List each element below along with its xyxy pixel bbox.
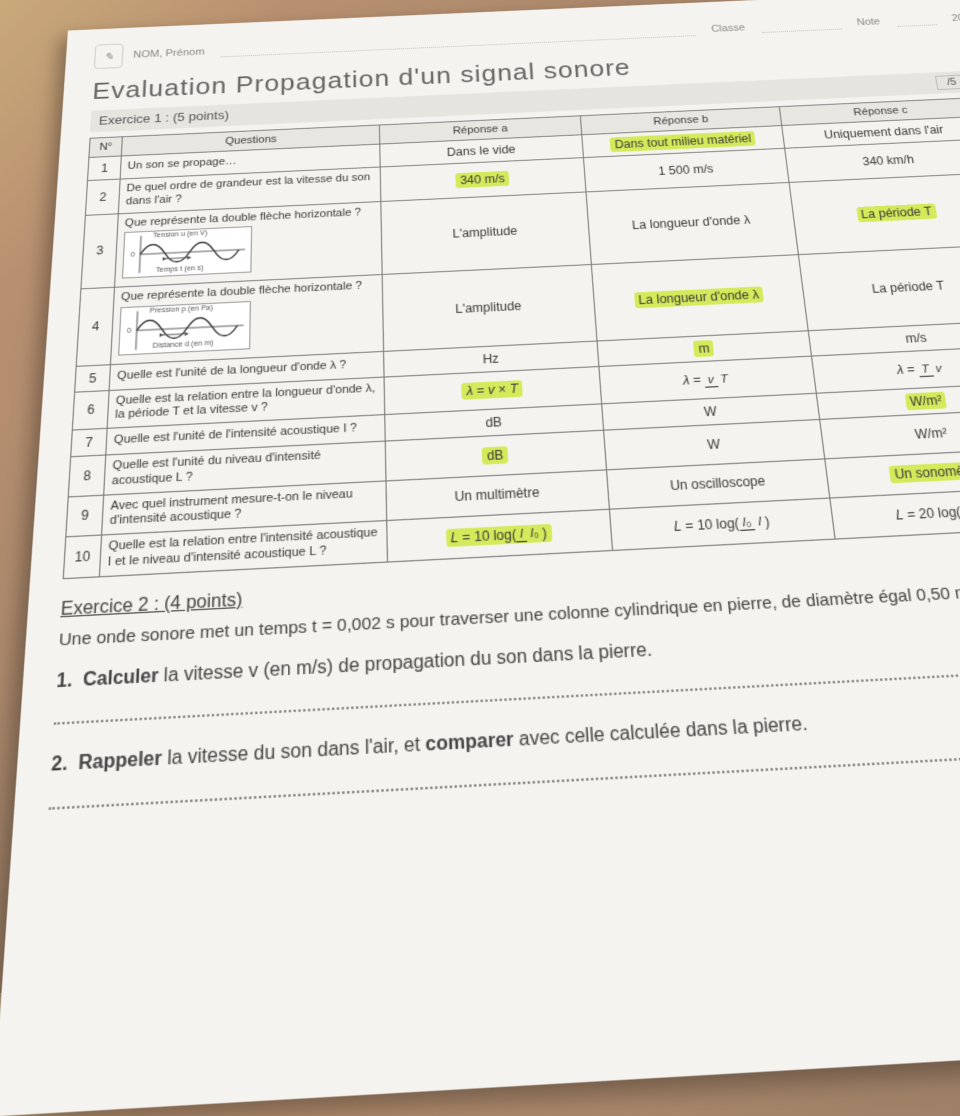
col-header: N° xyxy=(89,137,123,158)
row-num: 4 xyxy=(76,287,114,366)
row-num: 6 xyxy=(72,390,109,430)
answer-a: L'amplitude xyxy=(381,191,591,274)
row-num: 5 xyxy=(75,364,111,392)
row-num: 3 xyxy=(81,213,119,289)
ex1-points: /5 xyxy=(935,74,960,90)
name-label: NOM, Prénom xyxy=(133,47,205,61)
question: Que représente la double flèche horizont… xyxy=(111,275,384,365)
worksheet-paper: ✎ NOM, Prénom Classe Note 20 Evaluation … xyxy=(0,0,960,1116)
answer-c: La période T xyxy=(799,245,960,330)
answer-a: L'amplitude xyxy=(382,265,596,351)
title-bold: Evaluation xyxy=(92,72,228,105)
note-field xyxy=(895,13,937,27)
qcm-table: N°QuestionsRéponse aRéponse bRéponse c 1… xyxy=(63,97,960,579)
answer-b: La longueur d'onde λ xyxy=(586,182,799,265)
question: Que représente la double flèche horizont… xyxy=(115,201,382,287)
note-label: Note xyxy=(856,17,881,28)
ex1-label: Exercice 1 : (5 points) xyxy=(98,108,229,128)
class-field xyxy=(760,17,842,33)
row-num: 10 xyxy=(63,535,101,578)
row-num: 1 xyxy=(88,156,122,181)
exercise2: Exercice 2 : (4 points) Une onde sonore … xyxy=(49,548,960,810)
row-num: 7 xyxy=(71,428,108,456)
class-label: Classe xyxy=(711,23,746,35)
wave-diagram: Pression p (en Pa) Distance d (en m) 0 xyxy=(118,301,251,356)
wave-diagram: Tension u (en V) Temps t (en s) 0 xyxy=(122,226,252,279)
row-num: 8 xyxy=(68,455,106,496)
answer-c: La période T xyxy=(789,172,960,254)
logo-icon: ✎ xyxy=(94,43,124,69)
row-num: 9 xyxy=(66,495,104,537)
name-field xyxy=(221,24,696,57)
answer-b: La longueur d'onde λ xyxy=(591,255,809,341)
note-denom: 20 xyxy=(951,13,960,24)
row-num: 2 xyxy=(85,179,120,215)
